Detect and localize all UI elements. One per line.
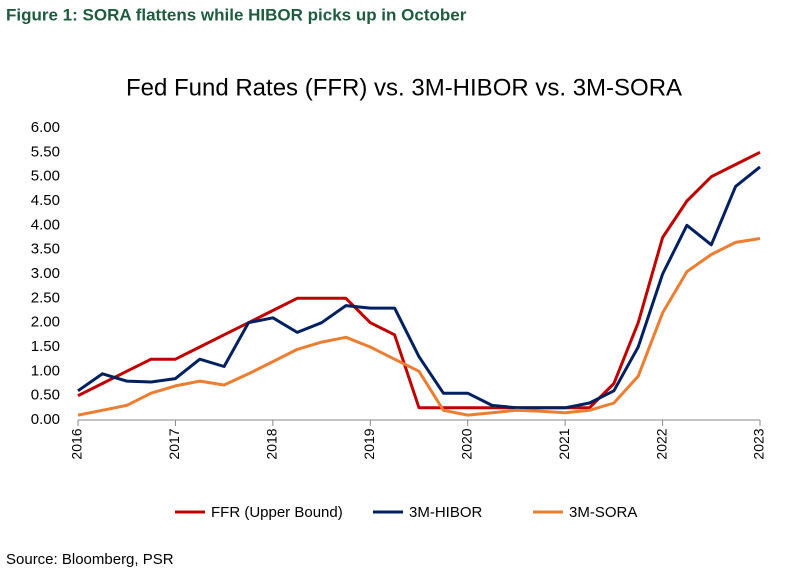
x-tick-label: 2016 [69, 428, 85, 459]
source: Source: Bloomberg, PSR [6, 551, 174, 568]
x-tick-label: 2022 [653, 428, 669, 459]
y-tick-label: 1.50 [31, 338, 60, 355]
legend-label: 3M-HIBOR [409, 504, 483, 521]
y-tick-label: 3.50 [31, 241, 60, 258]
x-tick-label: 2018 [264, 428, 280, 459]
y-tick-label: 6.00 [31, 119, 60, 136]
y-tick-label: 5.00 [31, 168, 60, 185]
legend-label: FFR (Upper Bound) [211, 504, 343, 521]
x-tick-label: 2017 [166, 428, 182, 459]
legend-label: 3M-SORA [569, 504, 637, 521]
y-tick-label: 0.00 [31, 411, 60, 428]
chart-title: Fed Fund Rates (FFR) vs. 3M-HIBOR vs. 3M… [126, 74, 682, 101]
y-tick-label: 4.50 [31, 192, 60, 209]
x-tick-label: 2019 [361, 428, 377, 459]
y-tick-label: 0.50 [31, 387, 60, 404]
y-tick-label: 2.00 [31, 314, 60, 331]
figure-title: Figure 1: SORA flattens while HIBOR pick… [6, 5, 467, 24]
line-series [77, 165, 761, 410]
line-series [77, 237, 761, 417]
y-tick-label: 3.00 [31, 265, 60, 282]
y-tick-label: 1.00 [31, 362, 60, 379]
x-tick-label: 2020 [458, 428, 474, 459]
y-tick-label: 2.50 [31, 289, 60, 306]
x-tick-label: 2021 [556, 428, 572, 459]
y-tick-label: 4.00 [31, 216, 60, 233]
line-series [77, 150, 761, 410]
y-tick-label: 5.50 [31, 143, 60, 160]
x-tick-label: 2023 [751, 428, 767, 459]
